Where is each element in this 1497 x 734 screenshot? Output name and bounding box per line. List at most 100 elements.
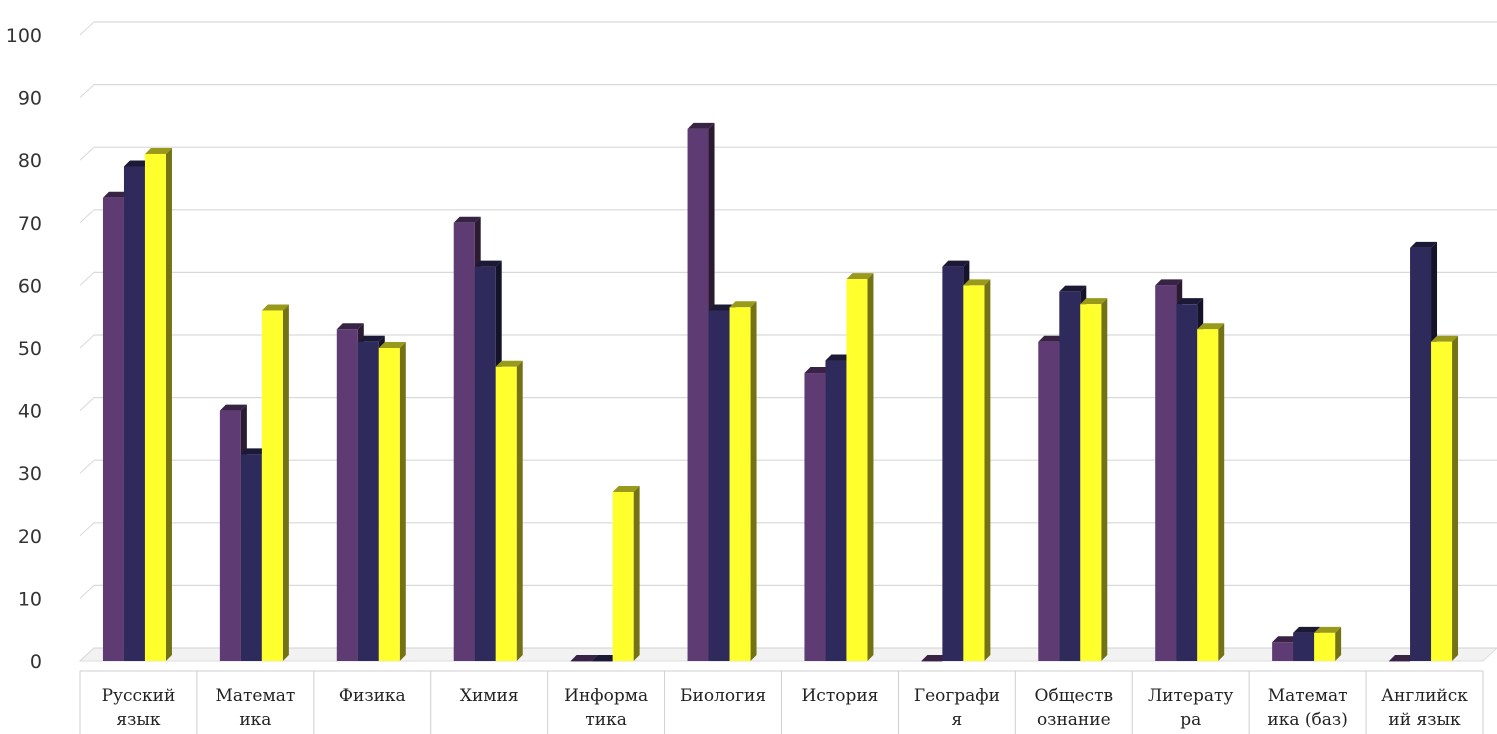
bar bbox=[495, 366, 517, 661]
y-tick-label: 30 bbox=[18, 463, 42, 485]
bar bbox=[357, 341, 379, 661]
bar bbox=[708, 310, 730, 661]
y-tick-label: 100 bbox=[6, 25, 42, 47]
bar-side bbox=[1101, 298, 1108, 661]
bar-top bbox=[240, 448, 268, 455]
bar-side bbox=[1452, 335, 1459, 661]
bar bbox=[846, 279, 868, 661]
bar-side bbox=[750, 301, 757, 661]
x-tick-label: Литерату bbox=[1148, 686, 1233, 706]
bar bbox=[687, 128, 709, 661]
bar-top bbox=[453, 216, 481, 223]
x-tick-label: Обществ bbox=[1035, 686, 1114, 706]
gridline-wall bbox=[79, 397, 95, 411]
bar-side bbox=[867, 273, 874, 661]
bar bbox=[1389, 661, 1411, 662]
bar-top bbox=[378, 342, 406, 348]
x-tick-label: Русский bbox=[102, 686, 176, 706]
bar-top bbox=[708, 304, 736, 311]
bar bbox=[1059, 291, 1081, 661]
bar-top bbox=[1059, 285, 1087, 292]
bar-top bbox=[804, 367, 832, 374]
bar-top bbox=[1431, 335, 1459, 342]
bar-top bbox=[570, 655, 598, 661]
bar bbox=[1197, 329, 1219, 661]
gridline-wall bbox=[79, 21, 95, 36]
bar bbox=[1410, 247, 1432, 661]
bar-top bbox=[1293, 626, 1321, 633]
bar-top bbox=[102, 191, 130, 198]
bar-side bbox=[633, 485, 640, 661]
bar bbox=[102, 197, 124, 661]
x-tick-label: я bbox=[952, 710, 963, 730]
bar bbox=[261, 310, 283, 661]
bar-top bbox=[336, 323, 364, 330]
gridline-wall bbox=[79, 272, 95, 286]
x-tick-label: ика (баз) bbox=[1267, 710, 1347, 730]
bar-top bbox=[1155, 279, 1183, 286]
bar bbox=[219, 410, 241, 661]
bar-top bbox=[612, 485, 640, 492]
bar-top bbox=[495, 360, 523, 367]
bar-top bbox=[963, 279, 991, 286]
bar-top bbox=[123, 160, 151, 167]
bar-top bbox=[1038, 335, 1066, 342]
x-tick-label: Информа bbox=[564, 686, 648, 706]
bar bbox=[591, 661, 613, 662]
bar-top bbox=[144, 147, 172, 154]
x-tick-label: ий язык bbox=[1388, 710, 1461, 730]
bar-top bbox=[219, 404, 247, 411]
bar-top bbox=[687, 122, 715, 129]
bar bbox=[804, 373, 826, 661]
bar bbox=[453, 222, 475, 662]
bar bbox=[612, 491, 634, 661]
y-tick-label: 50 bbox=[18, 338, 42, 360]
bar-side bbox=[1335, 626, 1342, 661]
bar-top bbox=[1389, 655, 1417, 661]
bar bbox=[240, 454, 262, 661]
bar bbox=[825, 360, 847, 661]
bar bbox=[1155, 285, 1177, 661]
y-tick-label: 10 bbox=[18, 588, 42, 610]
bar-side bbox=[984, 279, 991, 661]
bar-side bbox=[516, 360, 523, 661]
x-tick-label: История bbox=[801, 686, 878, 706]
x-tick-label: ра bbox=[1180, 710, 1201, 730]
bar-top bbox=[261, 304, 289, 311]
bar bbox=[1314, 632, 1336, 661]
bar bbox=[1272, 642, 1294, 661]
bar-top bbox=[921, 655, 949, 661]
x-tick-label: Химия bbox=[460, 686, 519, 706]
bar-top bbox=[474, 260, 502, 267]
bar-top bbox=[1176, 298, 1204, 305]
bar-top bbox=[357, 335, 385, 342]
y-tick-label: 20 bbox=[18, 526, 42, 548]
gridline-wall bbox=[79, 647, 95, 662]
bar bbox=[1080, 304, 1102, 661]
bar bbox=[1293, 632, 1315, 661]
bar-side bbox=[1218, 323, 1225, 661]
bar-top bbox=[1197, 323, 1225, 330]
x-tick-label: Географи bbox=[914, 686, 1000, 706]
x-tick-label: Английск bbox=[1381, 686, 1468, 706]
gridline-wall bbox=[79, 334, 95, 349]
bar-top bbox=[1272, 636, 1300, 643]
bar-top bbox=[591, 655, 619, 661]
bar bbox=[942, 266, 964, 661]
bar bbox=[336, 329, 358, 661]
x-tick-label: ика bbox=[239, 710, 271, 730]
bar bbox=[1431, 341, 1453, 661]
bar bbox=[123, 166, 145, 661]
x-tick-label: Математ bbox=[215, 686, 295, 706]
gridline-wall bbox=[79, 209, 95, 224]
bar-top bbox=[1314, 626, 1342, 633]
gridline-wall bbox=[79, 459, 95, 474]
x-tick-label: Биология bbox=[680, 686, 766, 706]
bar-top bbox=[825, 354, 853, 361]
x-tick-label: Физика bbox=[339, 686, 406, 706]
bar-side bbox=[282, 304, 289, 661]
gridline-wall bbox=[79, 84, 95, 98]
bar-top bbox=[846, 273, 874, 280]
